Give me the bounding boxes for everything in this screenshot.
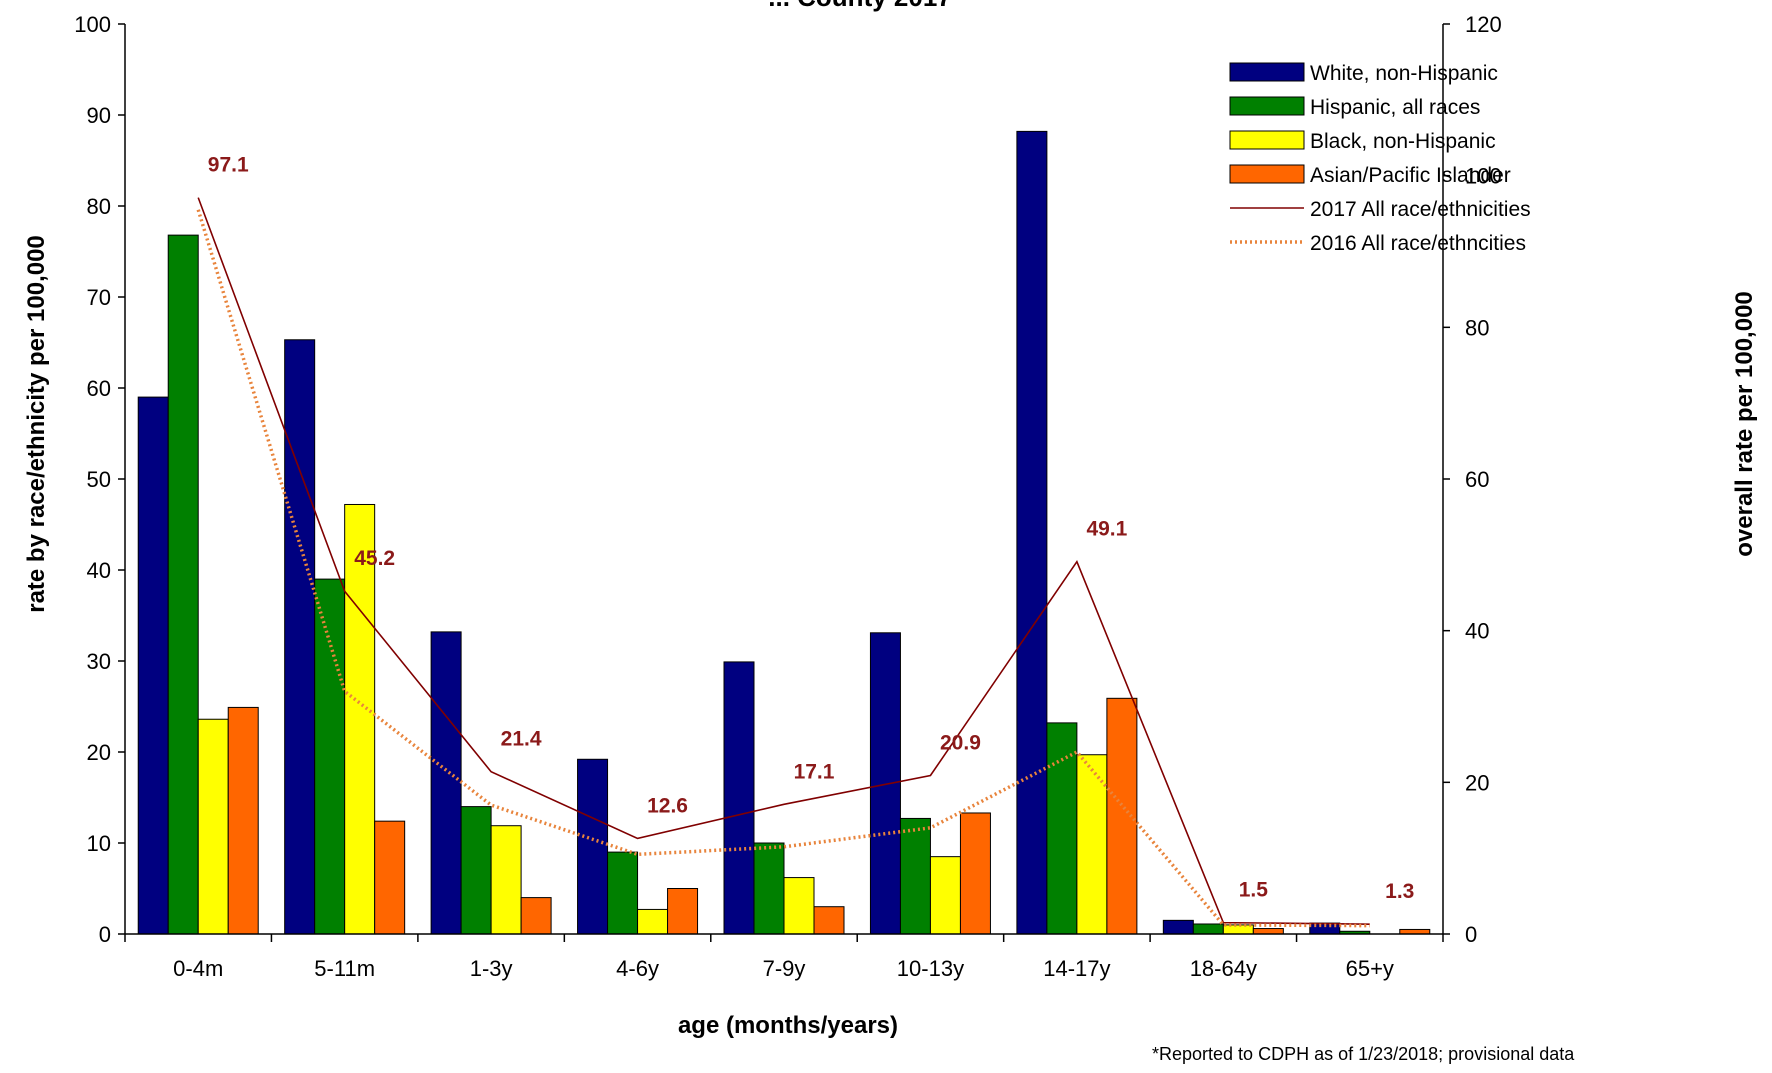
bar-4-0-4m <box>227 706 259 935</box>
left-tick-label: 20 <box>87 740 111 765</box>
y-axis-title: rate by race/ethnicity per 100,000 <box>23 235 50 613</box>
data-labels: 97.1 45.2 21.4 12.6 17.1 20.9 49.1 1.5 1.3 <box>208 154 1415 903</box>
chart-title: ... County 2017 <box>768 0 952 12</box>
bar-1-18-64y <box>1162 919 1194 935</box>
legend-label: 2017 All race/ethnicities <box>1310 198 1531 221</box>
data-label: 20.9 <box>940 732 981 755</box>
left-tick-label: 30 <box>87 649 111 674</box>
bar-2-18-64y <box>1192 923 1224 935</box>
left-tick-label: 40 <box>87 558 111 583</box>
right-tick-label: 120 <box>1465 12 1502 37</box>
left-tick-label: 70 <box>87 285 111 310</box>
bar-4-10-13y <box>959 812 991 935</box>
right-tick-label: 20 <box>1465 770 1489 795</box>
right-tick-label: 100 <box>1465 164 1502 189</box>
legend-label: Black, non-Hispanic <box>1310 130 1496 153</box>
x-tick-label: 4-6y <box>616 956 659 981</box>
x-tick-label: 10-13y <box>897 956 964 981</box>
bar-3-10-13y <box>929 856 961 935</box>
footnote: *Reported to CDPH as of 1/23/2018; provi… <box>1152 1044 1575 1064</box>
legend-swatch <box>1229 130 1305 150</box>
legend-swatch <box>1229 62 1305 82</box>
bar-3-0-4m <box>197 718 229 935</box>
bar-3-4-6y <box>637 908 669 935</box>
data-label: 49.1 <box>1086 518 1127 541</box>
bar-2-0-4m <box>167 234 199 935</box>
bar-3-5-11m <box>344 503 376 935</box>
bar-1-1-3y <box>430 631 462 935</box>
data-label: 1.5 <box>1239 879 1269 902</box>
lines-layer <box>196 197 1370 928</box>
right-tick-label: 80 <box>1465 315 1489 340</box>
x-axis-ticks: 0-4m 5-11m 1-3y 4-6y 7-9y 10-13y 14-17y 18-64y 6… <box>124 934 1444 981</box>
y2-axis-title: overall rate per 100,000 <box>1731 291 1758 557</box>
left-axis-ticks: 0 10 20 30 40 50 60 70 80 90 100 <box>74 12 125 947</box>
bar-2-1-3y <box>460 806 492 935</box>
left-tick-label: 80 <box>87 194 111 219</box>
bars-layer <box>137 130 1431 935</box>
x-tick-label: 18-64y <box>1190 956 1257 981</box>
left-tick-label: 60 <box>87 376 111 401</box>
x-axis-title: age (months/years) <box>678 1012 898 1039</box>
legend-label: White, non-Hispanic <box>1310 62 1498 85</box>
right-tick-label: 60 <box>1465 467 1489 492</box>
x-tick-label: 0-4m <box>173 956 223 981</box>
data-label: 12.6 <box>647 794 688 817</box>
bar-1-14-17y <box>1016 130 1048 935</box>
bar-3-18-64y <box>1222 924 1254 935</box>
bar-2-7-9y <box>753 842 785 935</box>
legend-label: Asian/Pacific Islander <box>1310 164 1511 187</box>
left-tick-label: 100 <box>74 12 111 37</box>
x-tick-label: 65+y <box>1346 956 1394 981</box>
x-tick-label: 7-9y <box>763 956 806 981</box>
bar-1-7-9y <box>723 661 755 935</box>
bar-4-1-3y <box>520 897 552 935</box>
x-tick-label: 1-3y <box>470 956 513 981</box>
x-tick-label: 14-17y <box>1043 956 1110 981</box>
bar-1-10-13y <box>869 632 901 935</box>
bar-4-7-9y <box>813 906 845 935</box>
right-tick-label: 0 <box>1465 922 1477 947</box>
left-tick-label: 50 <box>87 467 111 492</box>
bar-3-7-9y <box>783 877 815 935</box>
left-tick-label: 10 <box>87 831 111 856</box>
data-label: 1.3 <box>1385 880 1414 903</box>
bar-4-14-17y <box>1106 697 1138 935</box>
bar-2-4-6y <box>607 851 639 935</box>
legend: White, non-Hispanic Hispanic, all races Bl… <box>1229 62 1531 255</box>
line-series-1 <box>197 197 1370 925</box>
bar-2-14-17y <box>1046 722 1078 935</box>
left-tick-label: 90 <box>87 103 111 128</box>
data-label: 97.1 <box>208 154 249 177</box>
legend-swatch <box>1229 96 1305 116</box>
left-tick-label: 0 <box>99 922 111 947</box>
right-tick-label: 40 <box>1465 619 1489 644</box>
right-axis-ticks: 0 20 40 60 80 100 120 <box>1443 12 1502 947</box>
bar-4-5-11m <box>374 820 406 935</box>
x-tick-label: 5-11m <box>314 956 375 981</box>
bar-1-4-6y <box>577 758 609 935</box>
bar-1-5-11m <box>284 339 316 935</box>
line-series-2 <box>196 209 1370 928</box>
bar-2-5-11m <box>314 578 346 935</box>
legend-label: 2016 All race/ethncities <box>1310 232 1526 255</box>
bar-4-4-6y <box>667 888 699 935</box>
legend-swatch <box>1229 164 1305 184</box>
data-label: 21.4 <box>501 728 542 751</box>
bar-4-18-64y <box>1252 928 1284 935</box>
bar-3-1-3y <box>490 825 522 935</box>
data-label: 45.2 <box>354 547 395 570</box>
data-label: 17.1 <box>794 760 835 783</box>
bar-1-0-4m <box>137 396 169 935</box>
legend-label: Hispanic, all races <box>1310 96 1480 119</box>
bar-2-10-13y <box>899 817 931 935</box>
